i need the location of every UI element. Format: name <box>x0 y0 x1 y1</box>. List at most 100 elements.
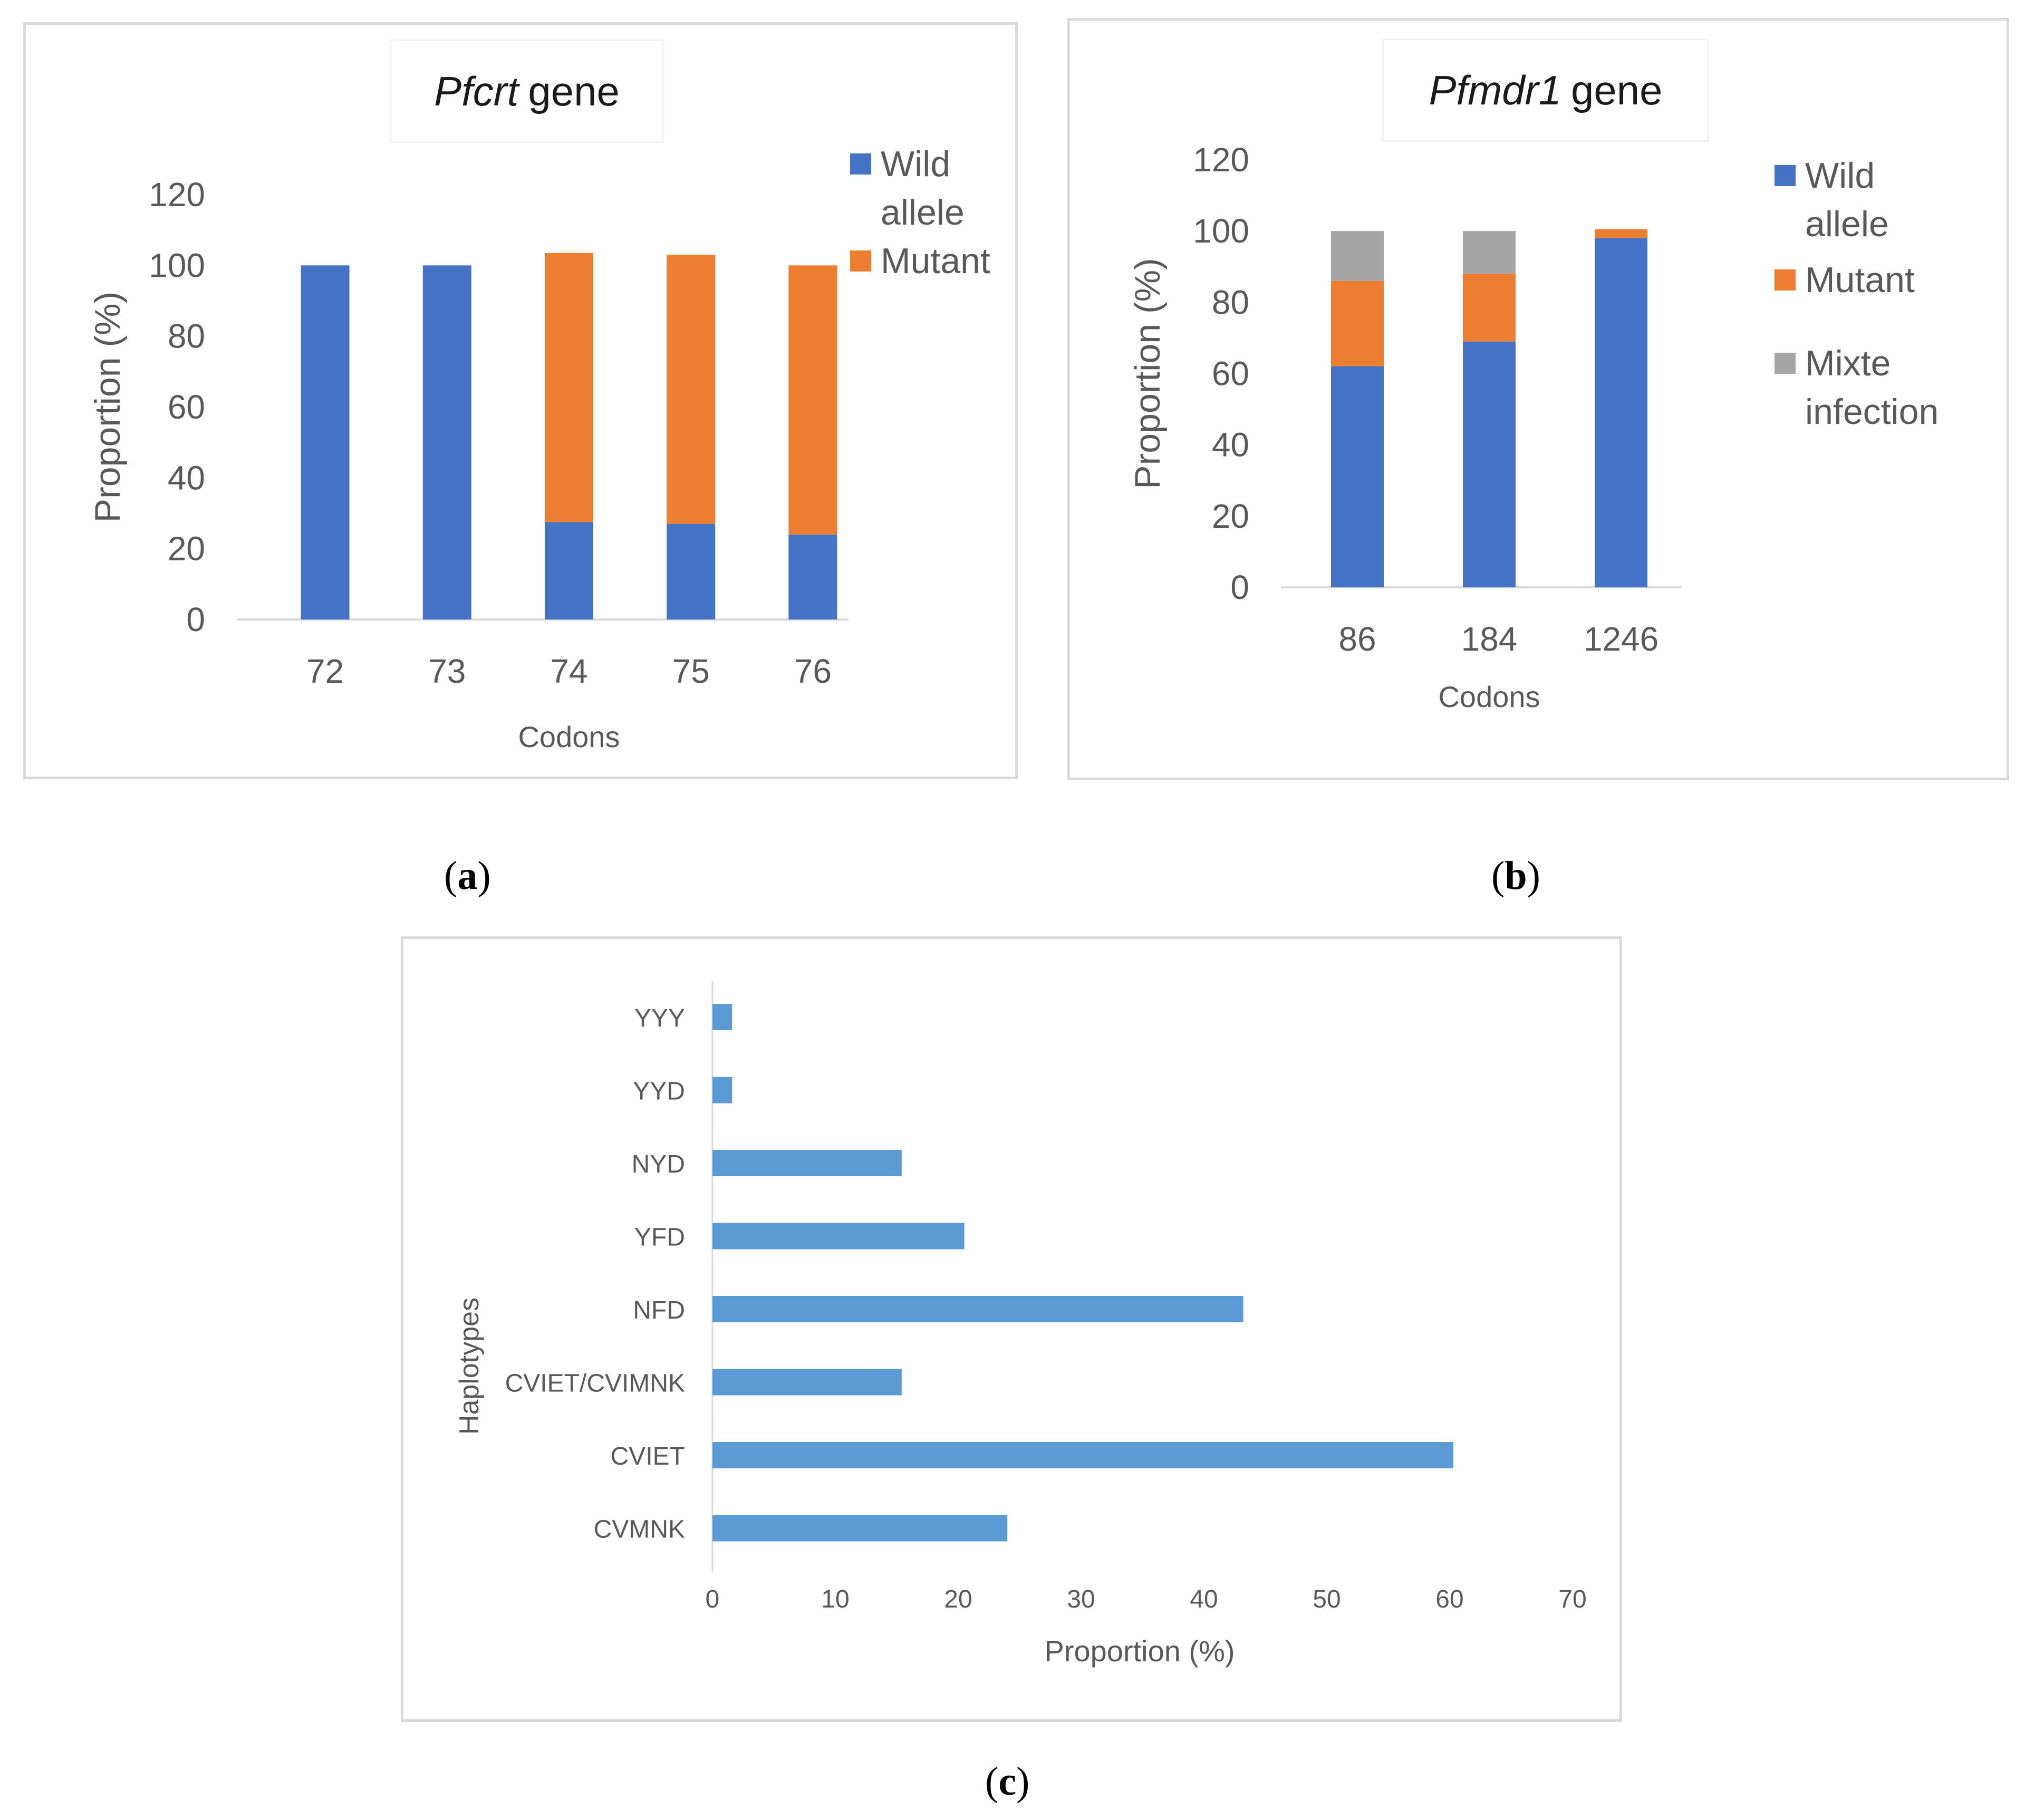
y-tick-label: 60 <box>1212 355 1249 393</box>
chart-title-pfcrt: Pfcrt gene <box>390 40 664 143</box>
chart-title-gene-name: Pfcrt <box>434 67 519 114</box>
bar-cvmnk <box>712 1515 1008 1542</box>
legend-swatch-wild-allele <box>1775 165 1796 186</box>
y-tick-label: 0 <box>1230 568 1249 606</box>
y-tick-label: 40 <box>168 459 205 497</box>
bar-yfd <box>712 1223 965 1250</box>
chart-panel-haplotypes: CVMNK CVIET CVIET/CVIMNK NFD YFD NYD YYD YYY 0 10… <box>401 936 1622 1722</box>
chart-title-suffix: gene <box>528 67 620 114</box>
bar-yyy <box>712 1004 732 1030</box>
bar-wild-allele-86 <box>1331 366 1384 587</box>
caption-c-close: ) <box>1016 1759 1030 1804</box>
bar-nfd <box>712 1296 1243 1322</box>
caption-b: (b) <box>1491 853 1540 899</box>
y-tick-label: 100 <box>1193 212 1249 250</box>
legend-item-mutant: Mutant <box>1775 256 1939 304</box>
x-tick-label: 40 <box>1190 1585 1218 1613</box>
caption-a-open: ( <box>444 854 458 898</box>
x-tick-label: 73 <box>428 652 466 690</box>
bar-mixte-infection-86 <box>1331 231 1384 281</box>
bar-mixte-infection-184 <box>1463 231 1516 274</box>
legend-item-wild-allele: Wild allele <box>850 140 990 237</box>
x-tick-label: 76 <box>794 652 832 690</box>
chart-title-pfmdr1: Pfmdr1 gene <box>1382 38 1709 142</box>
caption-a-close: ) <box>477 854 491 898</box>
legend-label-line: Mutant <box>1805 260 1915 300</box>
legend-label-line: infection <box>1805 392 1939 432</box>
y-category-label: CVMNK <box>594 1516 685 1544</box>
y-category-label: CVIET <box>611 1443 685 1470</box>
chart-panel-pfmdr1: Pfmdr1 gene Wild allele Mutant Mixte infectio… <box>1067 18 2009 780</box>
chart-title-suffix: gene <box>1570 66 1663 113</box>
x-tick-label: 20 <box>944 1585 972 1613</box>
legend-swatch-wild-allele <box>850 153 871 175</box>
caption-c-open: ( <box>985 1759 999 1804</box>
y-category-label: YYD <box>633 1078 685 1106</box>
caption-b-close: ) <box>1527 854 1540 898</box>
y-tick-label: 120 <box>1193 141 1249 179</box>
chart-title-gene-name: Pfmdr1 <box>1429 66 1561 113</box>
legend-swatch-mutant <box>850 250 871 272</box>
bar-wild-allele-73 <box>422 265 471 619</box>
bar-mutant-76 <box>788 265 837 535</box>
chart-panel-pfcrt: Pfcrt gene Wild allele Mutant 0 20 40 60 80 100 1… <box>23 22 1018 779</box>
legend-label-line: allele <box>1805 204 1889 244</box>
x-tick-label: 10 <box>821 1585 849 1613</box>
bar-wild-allele-76 <box>788 534 837 619</box>
caption-c: (c) <box>985 1759 1029 1805</box>
y-tick-label: 60 <box>168 388 205 426</box>
bar-wild-allele-74 <box>545 522 593 619</box>
bar-cviet <box>712 1442 1453 1468</box>
legend-pfmdr1: Wild allele Mutant Mixte infection <box>1775 151 1939 436</box>
bar-yyd <box>712 1077 732 1103</box>
y-tick-label: 20 <box>1212 497 1249 535</box>
y-tick-label: 100 <box>149 246 205 284</box>
pfcrt-chart-svg: 0 20 40 60 80 100 120 72 73 74 75 76 Codons Proportio… <box>88 176 848 753</box>
x-tick-label: 75 <box>672 652 710 690</box>
y-tick-label: 120 <box>149 176 205 214</box>
legend-swatch-mixte-infection <box>1775 353 1796 374</box>
x-tick-label: 0 <box>706 1585 720 1613</box>
x-axis-title: Proportion (%) <box>1044 1634 1235 1668</box>
y-category-label: CVIET/CVIMNK <box>505 1370 685 1398</box>
x-tick-label: 70 <box>1558 1585 1586 1613</box>
y-tick-label: 40 <box>1212 426 1249 464</box>
legend-label-line: Wild <box>881 144 951 184</box>
legend-pfcrt: Wild allele Mutant <box>850 140 990 285</box>
x-tick-label: 184 <box>1461 620 1518 658</box>
bar-wild-allele-72 <box>301 265 350 619</box>
caption-b-open: ( <box>1491 854 1505 898</box>
bar-mutant-1246 <box>1595 229 1647 238</box>
legend-label-line: Mutant <box>881 241 990 281</box>
x-tick-label: 50 <box>1313 1585 1341 1613</box>
bar-wild-allele-75 <box>667 524 716 619</box>
x-axis-title: Codons <box>1438 680 1540 713</box>
legend-swatch-mutant <box>1775 269 1796 291</box>
bar-mutant-74 <box>545 253 593 522</box>
bar-wild-allele-184 <box>1463 341 1516 587</box>
legend-label-line: Mixte <box>1805 343 1891 383</box>
bar-mutant-86 <box>1331 280 1384 366</box>
bar-nyd <box>712 1150 902 1176</box>
haplotype-chart-svg: CVMNK CVIET CVIET/CVIMNK NFD YFD NYD YYD YYY 0 10… <box>454 981 1587 1668</box>
legend-item-mutant: Mutant <box>850 237 990 285</box>
y-category-label: NYD <box>632 1150 685 1178</box>
y-axis-title: Proportion (%) <box>88 292 128 522</box>
x-axis-title: Codons <box>518 720 620 753</box>
x-tick-label: 72 <box>306 652 344 690</box>
y-axis-title: Haplotypes <box>454 1298 485 1435</box>
legend-item-wild-allele: Wild allele <box>1775 151 1939 248</box>
caption-a-letter: a <box>457 854 478 898</box>
legend-item-mixte-infection: Mixte infection <box>1775 339 1939 436</box>
y-category-label: YYY <box>634 1004 685 1032</box>
caption-a: (a) <box>444 853 491 899</box>
caption-c-letter: c <box>998 1759 1017 1804</box>
bar-cviet-cvimnk <box>712 1369 902 1396</box>
bar-mutant-75 <box>667 255 716 524</box>
legend-label-line: allele <box>881 192 965 233</box>
y-tick-label: 80 <box>168 317 205 355</box>
y-category-label: YFD <box>634 1224 685 1252</box>
x-tick-label: 60 <box>1435 1585 1463 1613</box>
x-tick-label: 30 <box>1067 1585 1095 1613</box>
y-axis-title: Proportion (%) <box>1127 258 1168 489</box>
